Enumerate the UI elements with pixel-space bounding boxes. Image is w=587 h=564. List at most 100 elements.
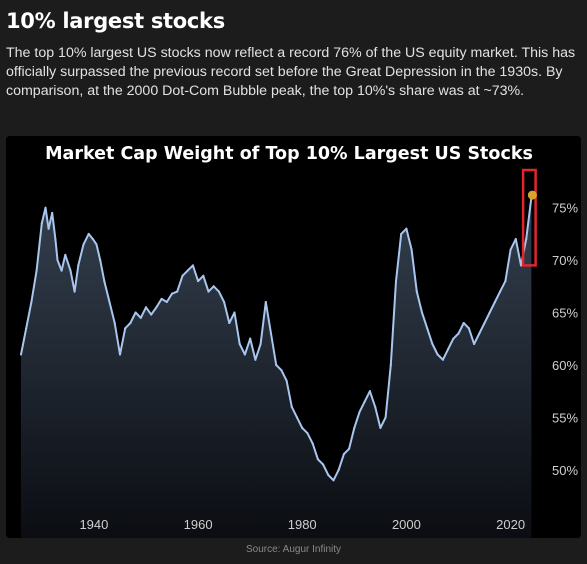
- highlight-box: [521, 168, 537, 267]
- data-point: [410, 248, 413, 251]
- line-segment: [155, 297, 163, 309]
- data-point: [348, 447, 351, 450]
- data-point: [82, 243, 85, 246]
- line-segment: [478, 322, 486, 335]
- data-point: [103, 280, 106, 283]
- line-segment: [327, 474, 335, 482]
- data-point: [44, 206, 47, 209]
- data-point: [108, 301, 111, 303]
- line-segment: [363, 390, 371, 403]
- line-segment: [306, 432, 314, 445]
- data-point: [20, 353, 22, 356]
- line-segment: [35, 222, 43, 272]
- line-segment: [296, 416, 304, 429]
- data-point: [332, 479, 335, 482]
- data-point: [264, 301, 267, 303]
- data-point: [145, 306, 147, 309]
- y-tick-label: 60%: [552, 358, 578, 373]
- data-point: [389, 364, 392, 366]
- y-tick-label: 65%: [552, 306, 578, 321]
- data-point: [296, 416, 298, 419]
- y-axis: 75% 70% 65% 60% 55% 50%: [552, 201, 578, 478]
- line-segment: [426, 327, 434, 345]
- data-point: [54, 238, 57, 241]
- data-point: [91, 238, 94, 241]
- line-segment: [30, 269, 38, 303]
- data-point: [186, 269, 189, 272]
- y-tick-label: 70%: [552, 253, 578, 268]
- data-point: [254, 358, 257, 361]
- data-point: [358, 411, 361, 414]
- line-segment: [134, 311, 142, 319]
- line-segment: [421, 311, 429, 330]
- line-segment: [150, 306, 158, 316]
- line-segment: [249, 337, 257, 361]
- data-point: [176, 290, 179, 293]
- data-point: [447, 348, 450, 351]
- data-point: [119, 353, 121, 356]
- data-point: [400, 232, 403, 235]
- line-segment: [228, 311, 236, 324]
- line-segment: [119, 327, 127, 356]
- line-segment: [348, 426, 356, 450]
- data-point: [363, 400, 366, 403]
- article-body: The top 10% largest US stocks now reflec…: [6, 45, 576, 99]
- line-segment: [410, 248, 418, 293]
- line-segment: [243, 337, 252, 356]
- data-point: [238, 343, 241, 345]
- data-point: [374, 405, 377, 408]
- data-point: [77, 264, 80, 267]
- x-tick-label: 1980: [288, 517, 317, 532]
- data-point: [473, 343, 476, 345]
- data-point: [129, 322, 132, 324]
- data-point: [64, 253, 67, 256]
- line-segment: [60, 253, 67, 272]
- line-segment: [374, 405, 382, 429]
- line-segment: [212, 285, 220, 293]
- line-segment: [54, 238, 59, 262]
- data-point: [270, 332, 272, 335]
- data-point: [223, 301, 226, 303]
- line-segment: [337, 453, 345, 471]
- data-point: [99, 259, 102, 262]
- data-point: [160, 297, 163, 300]
- data-point: [280, 369, 283, 372]
- data-point: [337, 468, 340, 471]
- data-point: [73, 290, 76, 293]
- data-point: [384, 416, 387, 419]
- data-point: [426, 327, 429, 330]
- data-point: [207, 290, 210, 293]
- line-segment: [202, 274, 210, 293]
- data-point: [421, 311, 423, 314]
- x-axis: 1940 1960 1980 2000 2020: [79, 517, 525, 532]
- x-tick-label: 1960: [184, 517, 213, 532]
- data-points: [20, 196, 533, 482]
- line-segment: [69, 269, 76, 293]
- data-point: [499, 290, 502, 293]
- data-point: [212, 285, 215, 288]
- line-segment: [415, 290, 423, 314]
- data-point: [51, 211, 54, 214]
- line-segment: [129, 311, 137, 324]
- area-fill: [21, 197, 532, 538]
- line-segment: [108, 301, 116, 324]
- data-point: [327, 474, 330, 476]
- data-point: [301, 426, 304, 429]
- line-segment: [525, 196, 533, 241]
- line-segment: [139, 306, 147, 319]
- data-point: [525, 238, 528, 241]
- line-segment: [447, 337, 455, 351]
- data-point: [493, 301, 496, 303]
- x-tick-label: 2000: [392, 517, 421, 532]
- line-segment: [207, 285, 215, 293]
- line-segment: [113, 322, 121, 356]
- line-segment: [160, 297, 168, 303]
- line-segment: [264, 301, 272, 335]
- line-segment: [499, 280, 507, 293]
- line-segment: [514, 238, 522, 267]
- data-point: [30, 301, 33, 303]
- data-point: [509, 248, 512, 251]
- line-segment: [353, 411, 361, 429]
- data-point: [165, 301, 168, 303]
- line-segment: [462, 322, 470, 330]
